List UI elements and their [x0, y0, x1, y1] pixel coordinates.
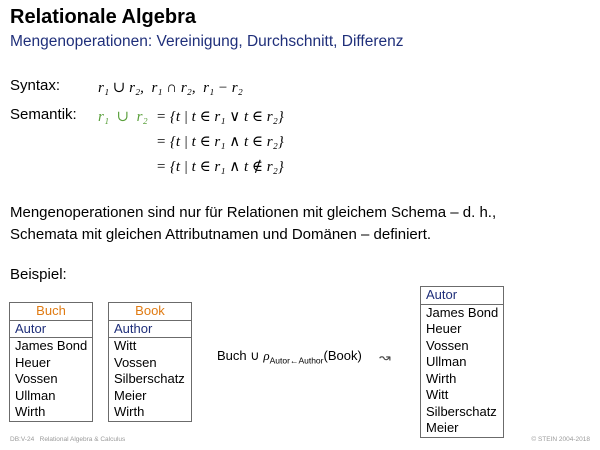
- page-subtitle: Mengenoperationen: Vereinigung, Durchsch…: [10, 33, 404, 50]
- attribute-header: Autor: [420, 286, 504, 305]
- description-line-1: Mengenoperationen sind nur für Relatione…: [10, 204, 497, 221]
- table-row: Wirth: [108, 404, 192, 422]
- table-row: Vossen: [420, 337, 504, 354]
- table-row: Wirth: [9, 404, 93, 422]
- semantik-line-2: = {t | t ∈ r₁ ∧ t ∈ r₂}: [156, 134, 284, 150]
- semantik-lhs: r₁ ∪ r₂: [98, 109, 148, 125]
- table-row: Meier: [108, 387, 192, 404]
- example-label: Beispiel:: [10, 266, 67, 283]
- attribute-header: Author: [108, 319, 192, 338]
- relation-buch-table: Buch Autor James Bond Heuer Vossen Ullma…: [9, 302, 93, 422]
- table-row: Heuer: [9, 354, 93, 371]
- footer-left: DB:V-24 Relational Algebra & Calculus: [10, 436, 126, 443]
- leadsto-arrow-icon: ↝: [379, 349, 391, 365]
- table-row: Wirth: [420, 370, 504, 387]
- relation-name: Book: [108, 302, 192, 320]
- attribute-header: Autor: [9, 319, 93, 338]
- syntax-difference: r₁ − r₂: [203, 80, 243, 96]
- table-row: Vossen: [9, 371, 93, 388]
- table-row: Meier: [420, 420, 504, 438]
- table-row: James Bond: [420, 304, 504, 321]
- description-paragraph: Mengenoperationen sind nur für Relatione…: [10, 202, 496, 246]
- table-row: Silberschatz: [420, 403, 504, 420]
- footer-right: © STEIN 2004-2018: [531, 436, 590, 443]
- union-rename-expression: Buch ∪ ρAutor←Author(Book): [217, 348, 362, 366]
- table-row: Silberschatz: [108, 371, 192, 388]
- syntax-intersection: r₁ ∩ r₂,: [151, 80, 196, 96]
- syntax-label: Syntax:: [10, 77, 61, 94]
- rho-symbol: ρ: [263, 348, 270, 363]
- rename-subscript: Autor←Author: [269, 355, 324, 366]
- semantik-line-1: = {t | t ∈ r₁ ∨ t ∈ r₂}: [156, 109, 284, 125]
- page-title: Relationale Algebra: [10, 6, 196, 28]
- description-line-2: Schemata mit gleichen Attributnamen und …: [10, 226, 432, 243]
- syntax-expressions: r₁ ∪ r₂, r₁ ∩ r₂, r₁ − r₂: [98, 78, 243, 97]
- expression-right: (Book): [323, 348, 362, 363]
- semantik-label: Semantik:: [10, 106, 77, 123]
- table-row: Heuer: [420, 321, 504, 338]
- semantik-line-3: = {t | t ∈ r₁ ∧ t ∉ r₂}: [156, 159, 284, 175]
- expression-left: Buch ∪: [217, 348, 264, 363]
- relation-name: Buch: [9, 302, 93, 320]
- table-row: Witt: [108, 337, 192, 355]
- table-row: Vossen: [108, 354, 192, 371]
- syntax-union: r₁ ∪ r₂,: [98, 80, 144, 96]
- table-row: Ullman: [9, 387, 93, 404]
- table-row: Ullman: [420, 354, 504, 371]
- table-row: Witt: [420, 387, 504, 404]
- relation-result-table: Autor James Bond Heuer Vossen Ullman Wir…: [420, 286, 504, 438]
- table-row: James Bond: [9, 337, 93, 355]
- relation-book-table: Book Author Witt Vossen Silberschatz Mei…: [108, 302, 192, 422]
